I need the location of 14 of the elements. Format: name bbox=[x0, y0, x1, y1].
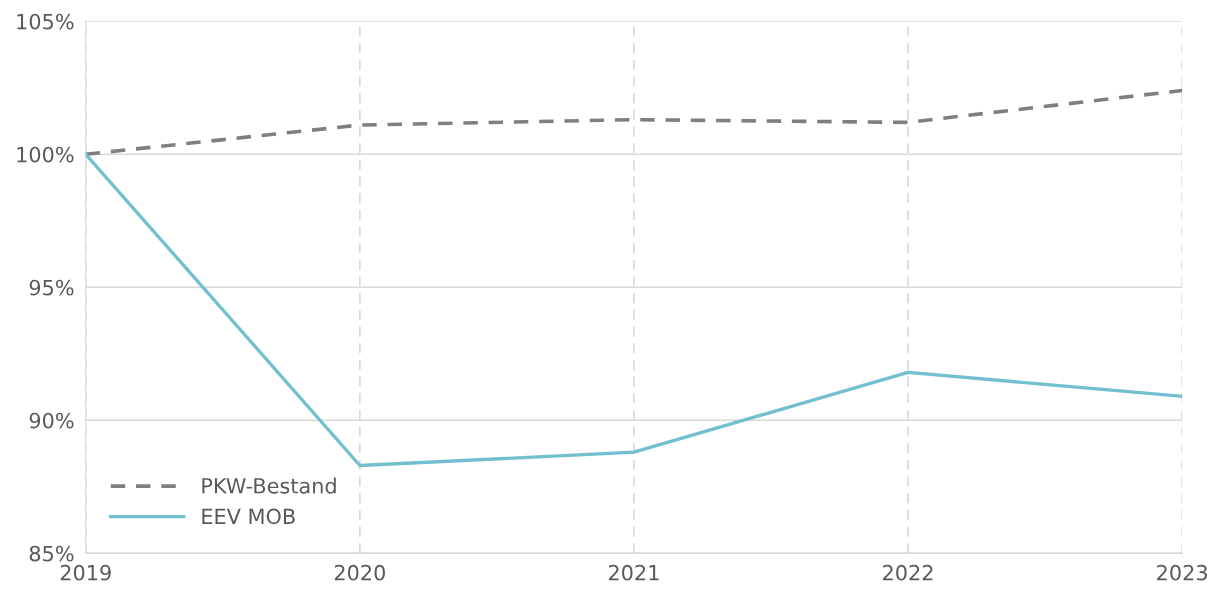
x-tick-label: 2023 bbox=[1157, 564, 1207, 581]
y-tick-label: 95% bbox=[29, 279, 74, 296]
y-tick-label: 100% bbox=[17, 146, 74, 163]
y-tick-label: 105% bbox=[17, 13, 74, 30]
y-tick-label: 90% bbox=[29, 412, 74, 429]
x-tick-label: 2019 bbox=[60, 564, 111, 581]
line-series bbox=[85, 88, 1183, 157]
x-tick-label: 2021 bbox=[608, 564, 659, 581]
y-tick-label: 85% bbox=[29, 545, 74, 562]
line-series bbox=[85, 152, 1183, 468]
legend-label: EEV MOB bbox=[202, 508, 295, 525]
legend-label: PKW-Bestand bbox=[202, 477, 336, 494]
x-tick-label: 2020 bbox=[334, 564, 385, 581]
x-tick-label: 2022 bbox=[883, 564, 933, 581]
